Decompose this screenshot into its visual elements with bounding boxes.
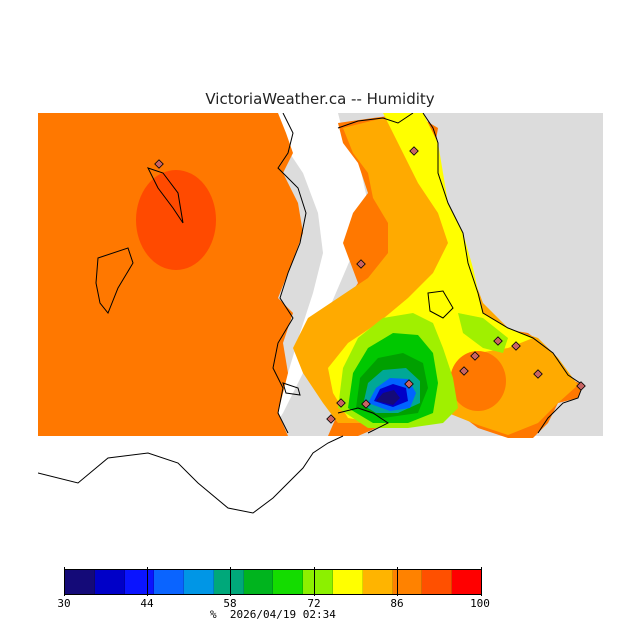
- station-6: [511, 341, 521, 351]
- humidity-east-orange: [450, 351, 506, 411]
- color-legend: [64, 567, 482, 596]
- island-west-mid: [147, 167, 184, 224]
- legend-unit: %: [210, 608, 217, 621]
- station-13: [576, 381, 586, 391]
- legend-tick-label: 100: [470, 597, 490, 610]
- station-12: [404, 379, 414, 389]
- map-title: VictoriaWeather.ca -- Humidity: [205, 90, 435, 108]
- legend-tick-label: 30: [57, 597, 71, 610]
- legend-color-bar: [64, 569, 482, 595]
- humidity-high-west: [136, 170, 216, 270]
- station-markers: [154, 146, 586, 424]
- humidity-navy: [376, 390, 400, 405]
- legend-tick-label: 44: [140, 597, 154, 610]
- station-5: [493, 336, 503, 346]
- island-south: [282, 382, 301, 396]
- island-east: [427, 290, 454, 319]
- legend-swatch: [333, 570, 363, 594]
- coastline-west-inlet: [272, 113, 307, 434]
- station-3: [356, 259, 366, 269]
- coastline-south: [337, 407, 389, 434]
- legend-swatch: [213, 570, 244, 594]
- station-11: [326, 414, 336, 424]
- station-4: [470, 351, 480, 361]
- legend-swatch: [303, 570, 334, 594]
- legend-timestamp: 2026/04/19 02:34: [229, 608, 336, 621]
- legend-tick: [397, 567, 398, 596]
- legend-swatch: [124, 570, 155, 594]
- legend-tick-label: 72: [307, 597, 321, 610]
- station-1: [154, 159, 164, 169]
- legend-swatch: [362, 570, 393, 594]
- legend-footer: % 2026/04/19 02:34: [210, 608, 336, 621]
- legend-tick-label: 86: [390, 597, 404, 610]
- legend-tick-label: 58: [223, 597, 237, 610]
- coastline-lower: [38, 435, 344, 514]
- legend-swatch: [452, 570, 481, 594]
- coastlines: [38, 113, 584, 514]
- coastline-east: [422, 113, 584, 434]
- station-7: [459, 366, 469, 376]
- legend-tick: [314, 567, 315, 596]
- humidity-map: [38, 113, 603, 545]
- legend-swatch: [273, 570, 304, 594]
- legend-swatch: [94, 570, 125, 594]
- legend-swatch: [184, 570, 214, 594]
- sea-north: [238, 113, 368, 436]
- legend-tick: [147, 567, 148, 596]
- station-9: [336, 398, 346, 408]
- legend-swatch: [65, 570, 95, 594]
- legend-swatch: [243, 570, 274, 594]
- legend-tick: [64, 567, 65, 596]
- legend-swatch: [154, 570, 185, 594]
- legend-swatch: [422, 570, 453, 594]
- station-10: [361, 399, 371, 409]
- humidity-base: [38, 113, 303, 436]
- sea-strait: [38, 436, 603, 545]
- legend-tick: [230, 567, 231, 596]
- coastline-saanich: [337, 113, 414, 129]
- station-2: [409, 146, 419, 156]
- station-8: [533, 369, 543, 379]
- island-west-small: [95, 247, 134, 314]
- legend-tick: [481, 567, 482, 596]
